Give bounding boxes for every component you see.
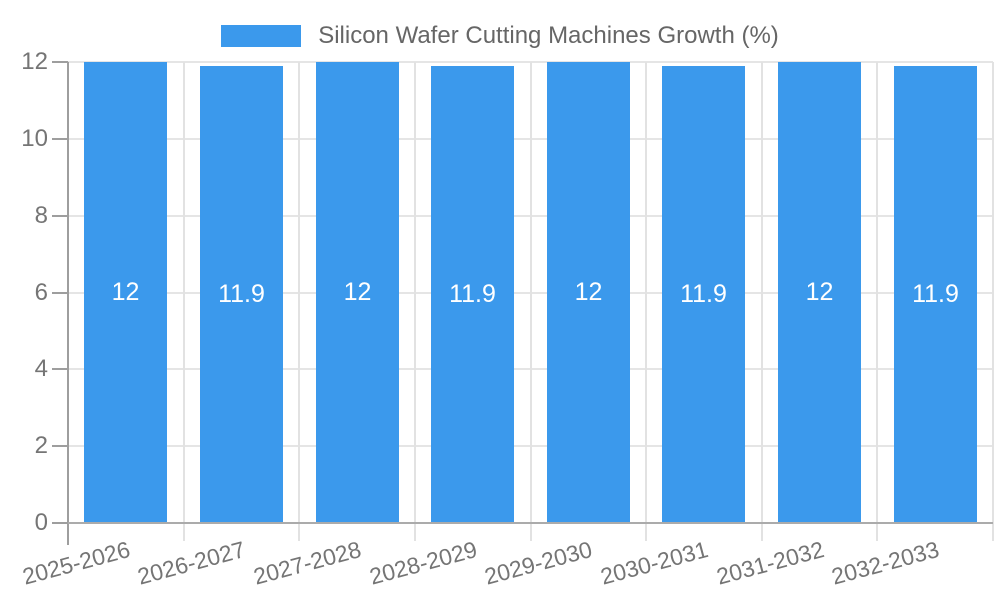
y-axis-label: 0 — [34, 509, 48, 536]
bar-value-label: 12 — [111, 278, 140, 306]
bar[interactable]: 11.9 — [200, 66, 283, 523]
x-axis-baseline — [68, 522, 993, 524]
y-axis-tick — [52, 368, 68, 371]
legend-swatch-icon — [221, 25, 302, 47]
gridline-vertical — [413, 62, 416, 541]
bar-value-label: 11.9 — [218, 280, 265, 308]
bar-value-label: 11.9 — [912, 280, 959, 308]
y-axis-label: 8 — [34, 201, 48, 229]
bar[interactable]: 12 — [547, 62, 630, 523]
y-axis-tick — [52, 214, 68, 217]
y-axis-label: 4 — [34, 355, 48, 383]
bar[interactable]: 11.9 — [662, 66, 745, 523]
gridline-vertical — [760, 62, 763, 541]
gridline-vertical — [182, 62, 185, 541]
y-axis-label: 6 — [34, 278, 48, 306]
bar-value-label: 12 — [805, 278, 834, 306]
y-axis-tick — [52, 522, 68, 524]
bar[interactable]: 11.9 — [431, 66, 514, 523]
chart-legend[interactable]: Silicon Wafer Cutting Machines Growth (%… — [0, 22, 1000, 50]
gridline-vertical — [645, 62, 648, 541]
bar-value-label: 11.9 — [680, 280, 727, 308]
y-axis-label: 12 — [21, 48, 48, 75]
bar[interactable]: 12 — [778, 62, 861, 523]
legend-label: Silicon Wafer Cutting Machines Growth (%… — [318, 22, 779, 49]
bar-value-label: 12 — [343, 278, 372, 306]
gridline-vertical — [876, 62, 879, 541]
bar-value-label: 11.9 — [449, 280, 496, 308]
y-axis-line — [67, 62, 69, 545]
bar[interactable]: 12 — [316, 62, 399, 523]
y-axis-label: 2 — [34, 432, 48, 460]
gridline-vertical — [298, 62, 301, 541]
bar-value-label: 12 — [574, 278, 603, 306]
gridline-vertical — [992, 62, 994, 541]
y-axis-tick — [52, 291, 68, 294]
y-axis-tick — [52, 61, 68, 63]
y-axis-tick — [52, 445, 68, 448]
bar[interactable]: 11.9 — [894, 66, 977, 523]
y-axis-label: 10 — [21, 124, 48, 152]
bar[interactable]: 12 — [84, 62, 167, 523]
y-axis-tick — [52, 137, 68, 140]
gridline-vertical — [529, 62, 532, 541]
